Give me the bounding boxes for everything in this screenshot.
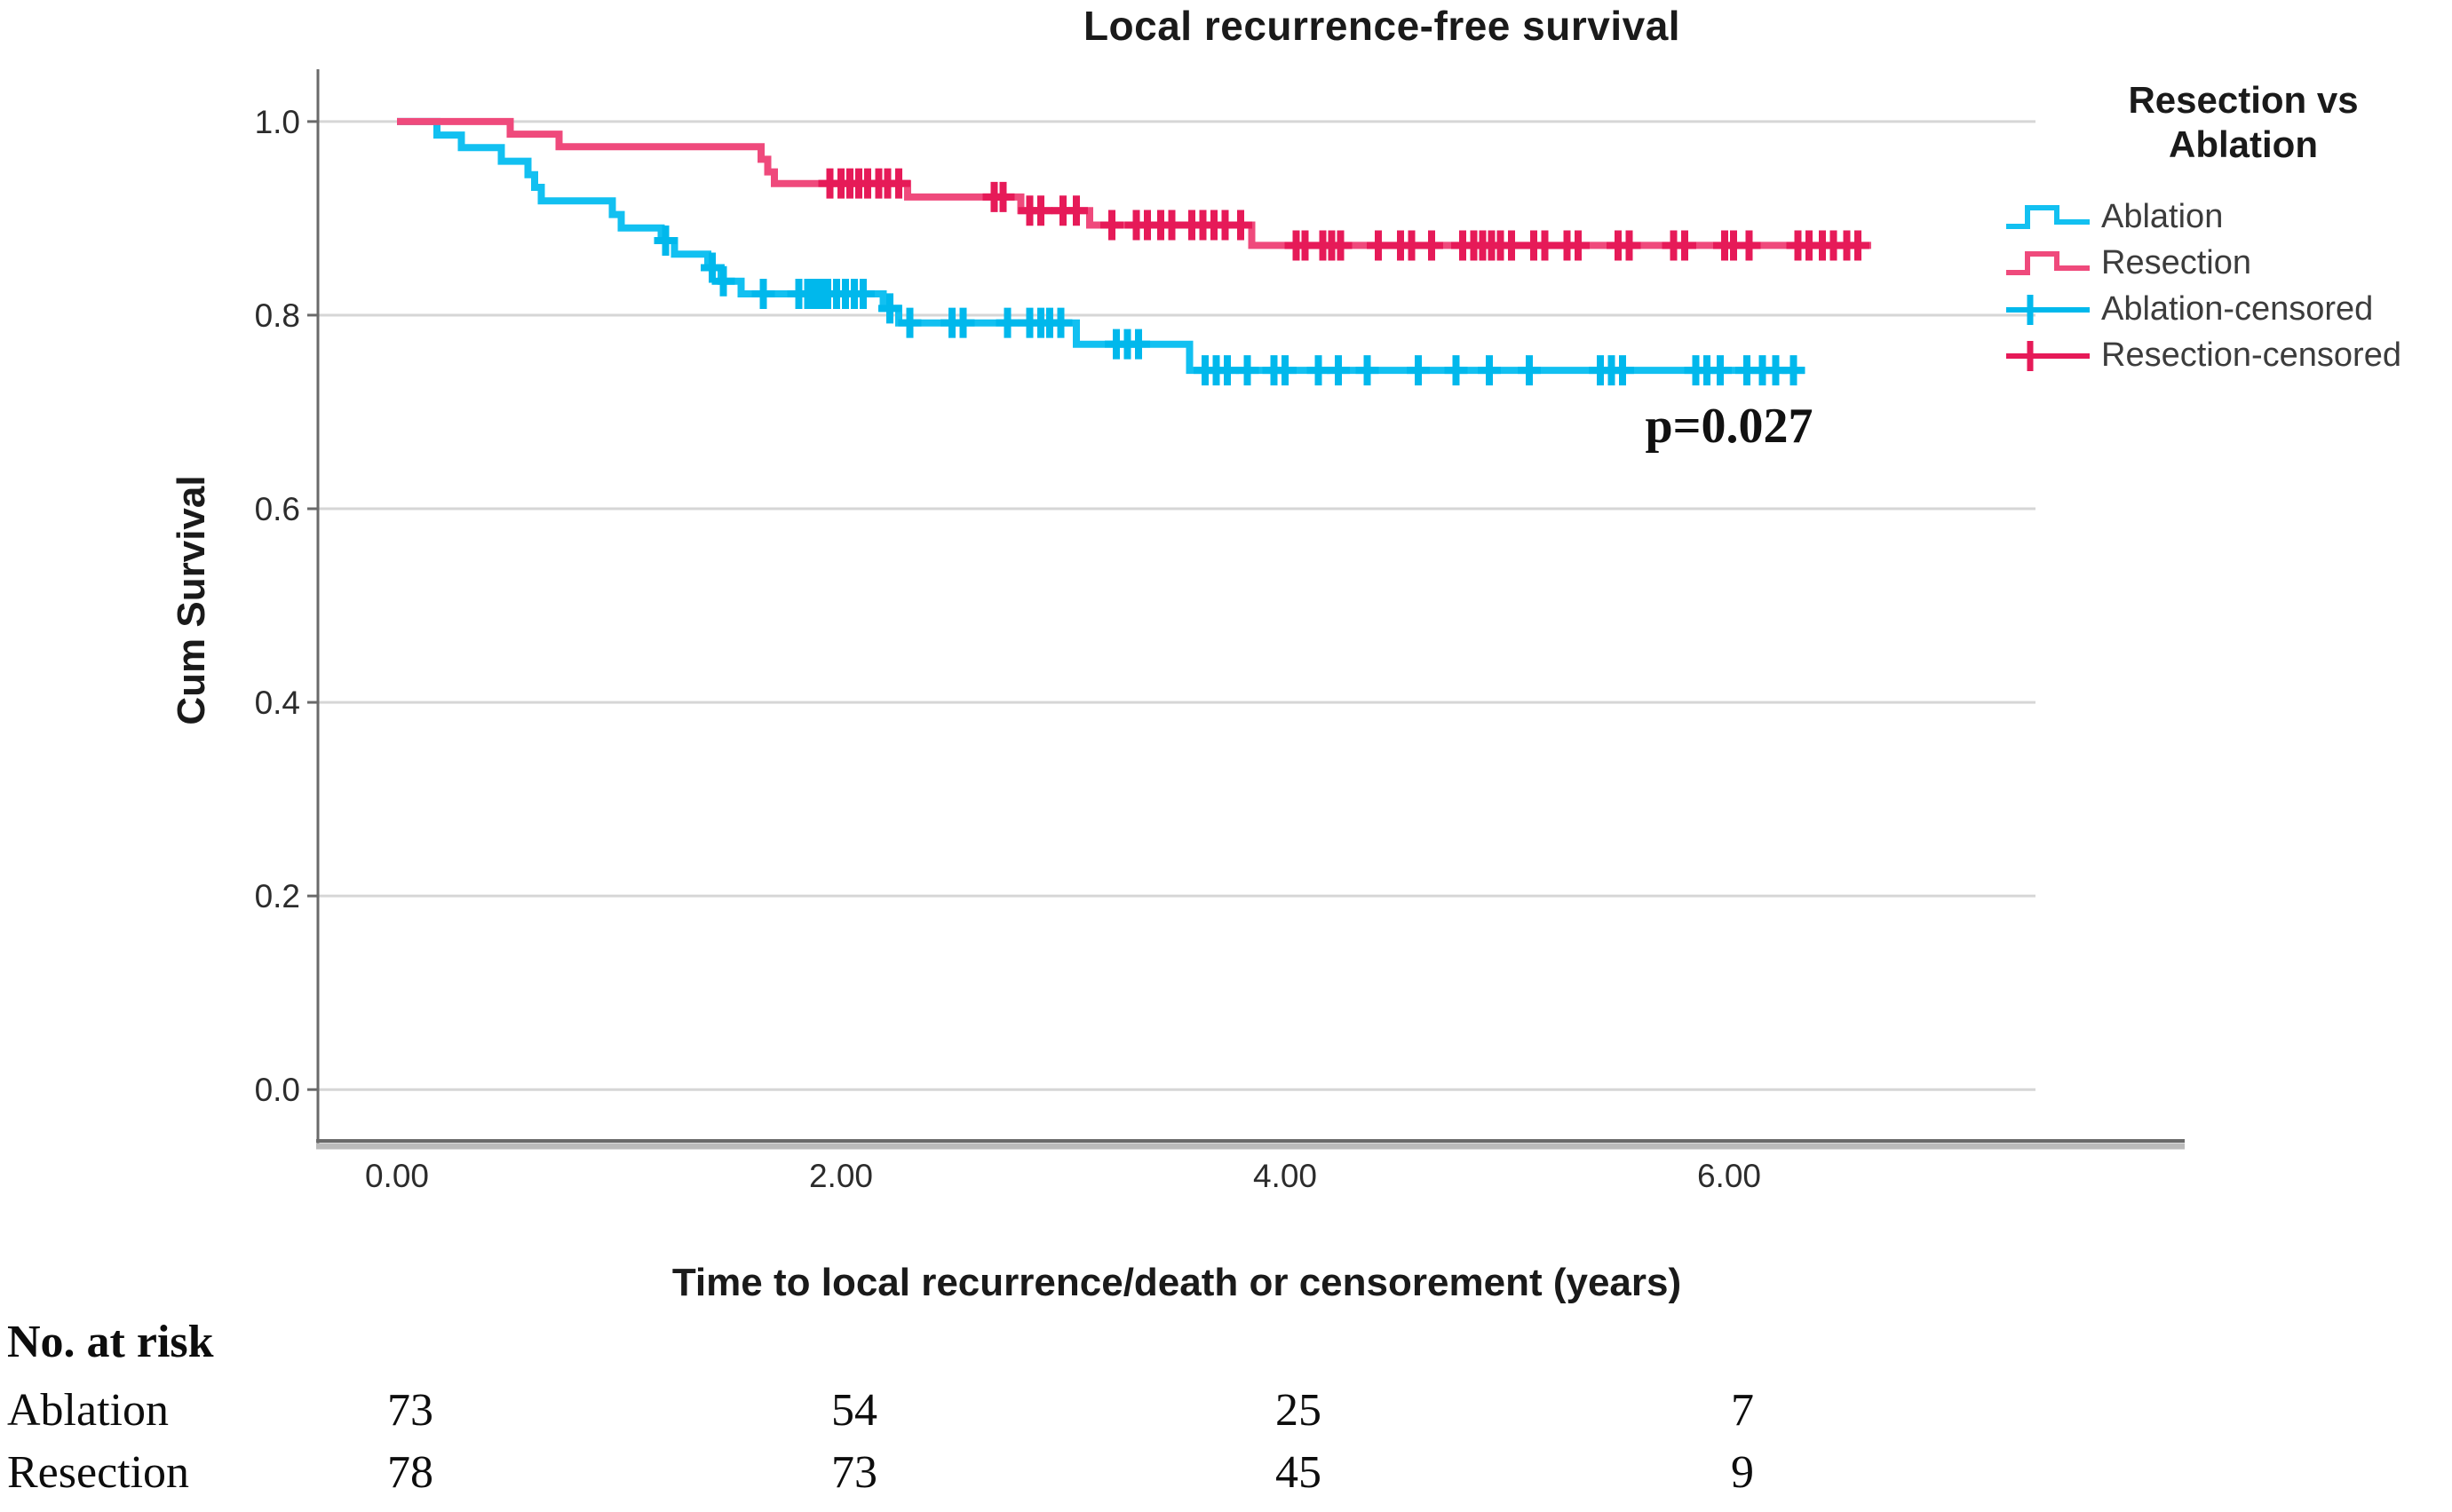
y-tick-label: 1.0 — [255, 104, 300, 140]
legend-item-resection-censored: Resection-censored — [2004, 333, 2448, 379]
censored-plus-icon — [2006, 340, 2090, 371]
y-tick-label: 0.8 — [255, 297, 300, 334]
p-value-annotation: p=0.027 — [1645, 399, 1813, 455]
chart-title: Local recurrence-free survival — [1083, 3, 1681, 49]
legend-item-label: Ablation — [2101, 198, 2224, 236]
legend-item-label: Resection-censored — [2101, 336, 2401, 375]
legend-title-line-1: Resection vs — [2128, 79, 2359, 121]
legend-item-label: Resection — [2101, 244, 2251, 282]
x-tick-label: 4.00 — [1253, 1158, 1317, 1194]
y-tick-label: 0.4 — [255, 685, 300, 721]
legend-title-line-2: Ablation — [2169, 123, 2318, 166]
x-tick-label: 6.00 — [1697, 1158, 1761, 1194]
legend-item-label: Ablation-censored — [2101, 290, 2374, 329]
step-line-icon — [2006, 250, 2090, 275]
legend-item-resection: Resection — [2004, 241, 2448, 287]
y-tick-label: 0.0 — [255, 1072, 300, 1108]
censored-plus-icon — [2006, 294, 2090, 325]
x-axis-label: Time to local recurrence/death or censor… — [671, 1261, 1682, 1304]
y-tick-label: 0.6 — [255, 491, 300, 527]
step-line-icon — [2006, 204, 2090, 229]
legend: Resection vs Ablation Ablation Resection A… — [2004, 78, 2448, 379]
legend-title: Resection vs Ablation — [2004, 78, 2448, 168]
survival-curve-resection — [397, 117, 1871, 249]
x-tick-label: 0.00 — [365, 1158, 429, 1194]
x-tick-label: 2.00 — [809, 1158, 873, 1194]
y-tick-label: 0.2 — [255, 878, 300, 914]
legend-items: Ablation Resection Ablation-censored Resect… — [2004, 194, 2448, 379]
legend-item-ablation-censored: Ablation-censored — [2004, 287, 2448, 333]
legend-item-ablation: Ablation — [2004, 194, 2448, 241]
